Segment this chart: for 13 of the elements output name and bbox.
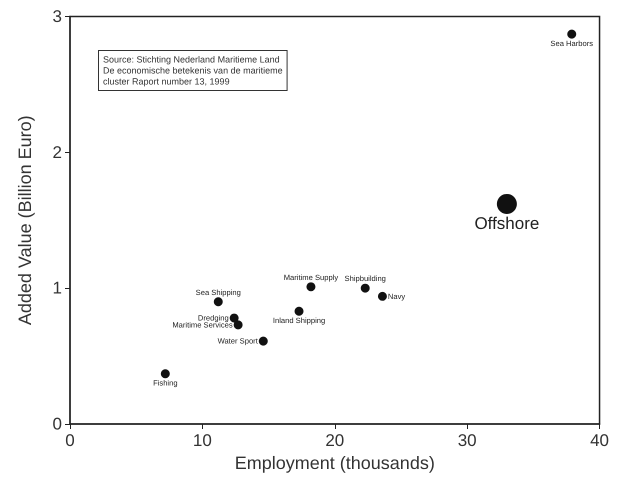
annotation: Source: Stichting Nederland Maritieme Land De economische betekenis van de maritieme cluster Raport number 13, 1999	[103, 54, 283, 86]
x-tick-label: 40	[590, 431, 610, 450]
x-tick-label: 30	[458, 431, 477, 450]
x-axis-title: Employment (thousands)	[234, 452, 435, 473]
y-tick-label: 1	[52, 278, 62, 298]
series-label: Offshore	[474, 214, 540, 233]
y-tick-label: 2	[52, 142, 62, 162]
y-tick-label: 3	[52, 7, 62, 26]
x-tick-label: 10	[192, 431, 212, 450]
x-tick-label: 20	[325, 431, 344, 450]
y-axis-title: Added Value (Billion Euro)	[15, 115, 35, 326]
x-tick-label: 0	[65, 431, 75, 450]
y-tick-label: 0	[52, 414, 62, 434]
